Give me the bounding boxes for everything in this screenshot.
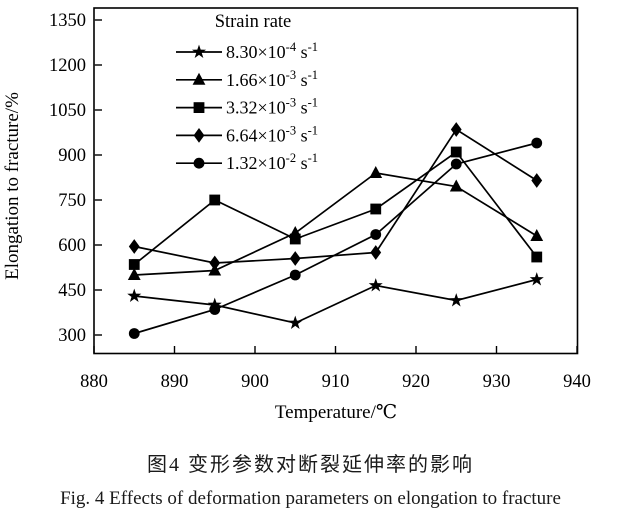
y-axis-tick-label: 750 bbox=[58, 191, 86, 211]
y-axis-tick-label: 600 bbox=[58, 236, 86, 256]
legend-label: 8.30×10-4 s-1 bbox=[226, 40, 318, 62]
x-axis-tick-label: 900 bbox=[241, 372, 269, 392]
series-line bbox=[134, 278, 538, 324]
data-point-square bbox=[289, 233, 301, 245]
legend-item: 1.32×10-2 s-1 bbox=[176, 151, 318, 173]
series-square bbox=[128, 146, 543, 270]
x-axis-tick-label: 940 bbox=[563, 372, 591, 392]
legend-label: 6.64×10-3 s-1 bbox=[226, 123, 318, 145]
data-point-diamond bbox=[209, 255, 221, 271]
x-axis: 880 890 900 910 920 930 940 bbox=[80, 346, 591, 392]
data-point-star bbox=[127, 288, 142, 302]
data-point-circle bbox=[370, 229, 382, 240]
x-axis-tick-label: 890 bbox=[161, 372, 189, 392]
series-line bbox=[133, 150, 538, 266]
y-axis-tick-label: 450 bbox=[58, 281, 86, 301]
y-axis-title: Elongation to fracture/% bbox=[2, 92, 23, 280]
series-star bbox=[127, 272, 544, 329]
x-axis-title: Temperature/℃ bbox=[275, 402, 397, 423]
data-point-star bbox=[449, 293, 464, 307]
y-axis-tick-label: 1350 bbox=[49, 11, 86, 31]
legend-item: 8.30×10-4 s-1 bbox=[176, 40, 318, 62]
legend-item: 1.66×10-3 s-1 bbox=[176, 68, 318, 90]
y-axis-tick-label: 1050 bbox=[49, 101, 86, 121]
figure-caption-zh: 图4 变形参数对断裂延伸率的影响 bbox=[147, 454, 474, 476]
legend-marker-triangle-icon bbox=[192, 72, 206, 85]
x-axis-tick-label: 880 bbox=[80, 372, 108, 392]
y-axis-tick-label: 300 bbox=[58, 326, 86, 346]
data-point-circle bbox=[531, 137, 543, 149]
data-point-diamond bbox=[128, 239, 140, 254]
series-diamond bbox=[128, 122, 543, 271]
data-point-diamond bbox=[370, 245, 382, 260]
data-point-diamond bbox=[450, 122, 462, 137]
legend-marker-circle-icon bbox=[193, 157, 205, 169]
x-axis-tick-label: 920 bbox=[402, 372, 430, 392]
legend-item: 3.32×10-3 s-1 bbox=[176, 96, 318, 118]
y-axis: 300 450 600 750 900 1050 1200 1350 bbox=[49, 11, 102, 346]
series-line bbox=[134, 142, 538, 335]
legend-label: 3.32×10-3 s-1 bbox=[226, 96, 318, 118]
legend-item: 6.64×10-3 s-1 bbox=[176, 123, 318, 145]
data-point-circle bbox=[209, 304, 221, 315]
plot-frame bbox=[93, 7, 579, 355]
series-line bbox=[134, 172, 538, 276]
data-point-square bbox=[531, 251, 543, 263]
x-axis-tick-label: 910 bbox=[322, 372, 350, 392]
data-point-circle bbox=[450, 158, 462, 170]
data-point-triangle bbox=[449, 179, 463, 192]
data-point-square bbox=[209, 194, 221, 206]
y-axis-tick-label: 1200 bbox=[49, 56, 86, 76]
legend-title: Strain rate bbox=[215, 12, 292, 32]
data-point-square bbox=[128, 259, 140, 270]
data-point-circle bbox=[128, 328, 140, 339]
data-point-triangle bbox=[530, 229, 544, 241]
data-point-square bbox=[370, 203, 382, 215]
legend-label: 1.32×10-2 s-1 bbox=[226, 151, 318, 173]
data-point-circle bbox=[289, 269, 301, 281]
elongation-fracture-chart: 300 450 600 750 900 1050 1200 1350 880 890 900 910 9… bbox=[2, 7, 591, 423]
series-line bbox=[134, 128, 538, 264]
legend-marker-star-icon bbox=[191, 44, 207, 58]
data-point-square bbox=[450, 146, 462, 158]
data-point-star bbox=[288, 315, 303, 329]
legend-marker-diamond-icon bbox=[193, 128, 205, 143]
data-point-star bbox=[368, 278, 383, 292]
series-circle bbox=[128, 137, 543, 339]
data-point-triangle bbox=[127, 268, 141, 280]
legend-label: 1.66×10-3 s-1 bbox=[226, 68, 318, 90]
legend-marker-square-icon bbox=[193, 102, 205, 113]
y-axis-tick-label: 900 bbox=[58, 146, 86, 166]
figure-caption-en: Fig. 4 Effects of deformation parameters… bbox=[60, 488, 561, 509]
legend: Strain rate 8.30×10-4 s-1 1.66×10-3 s-1 3.3… bbox=[176, 12, 318, 173]
data-point-diamond bbox=[531, 173, 543, 188]
data-point-star bbox=[529, 272, 544, 286]
x-axis-tick-label: 930 bbox=[483, 372, 511, 392]
data-point-triangle bbox=[369, 166, 383, 178]
data-point-diamond bbox=[289, 251, 301, 266]
